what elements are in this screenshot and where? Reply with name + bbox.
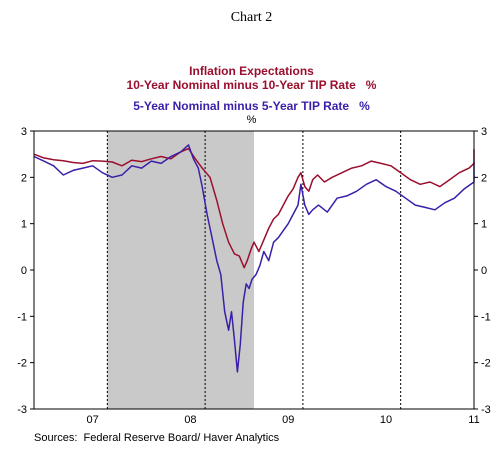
recession-shading xyxy=(107,131,254,409)
series-layer xyxy=(33,144,475,373)
legend-series-1: 10-Year Nominal minus 10-Year TIP Rate % xyxy=(126,78,377,92)
chart-title: Inflation Expectations xyxy=(189,64,314,78)
y-tick-label-left: 3 xyxy=(21,126,27,138)
x-tick-label: 08 xyxy=(184,414,196,426)
plot-background xyxy=(107,131,254,409)
x-tick-label: 07 xyxy=(87,414,99,426)
legend-series-2: 5-Year Nominal minus 5-Year TIP Rate % xyxy=(133,99,370,113)
axes: -3 -3-2 -2-1 -10 01 12 23 307 08 09 10 11 xyxy=(17,126,491,426)
y-tick-label-left: -1 xyxy=(17,311,27,323)
y-tick-label-left: 0 xyxy=(21,265,27,277)
series-line-2 xyxy=(33,144,475,373)
y-tick-label-right: 0 xyxy=(481,265,487,277)
y-tick-label-right: 2 xyxy=(481,172,487,184)
x-tick-label: 11 xyxy=(468,414,479,426)
y-tick-label-right: -3 xyxy=(481,404,491,416)
y-tick-label-left: 2 xyxy=(21,172,27,184)
y-tick-label-left: -3 xyxy=(17,404,27,416)
y-tick-label-right: 3 xyxy=(481,126,487,138)
y-tick-label-right: -2 xyxy=(481,358,491,370)
y-tick-label-left: -2 xyxy=(17,358,27,370)
unit-label: % xyxy=(246,114,257,126)
y-tick-label-right: 1 xyxy=(481,219,487,231)
y-tick-label-right: -1 xyxy=(481,311,491,323)
y-tick-label-left: 1 xyxy=(21,219,27,231)
series-line-1 xyxy=(33,147,475,269)
x-tick-label: 10 xyxy=(380,414,392,426)
source-note: Sources: Federal Reserve Board/ Haver An… xyxy=(34,432,280,444)
chart-number: Chart 2 xyxy=(230,10,273,25)
x-tick-label: 09 xyxy=(282,414,294,426)
